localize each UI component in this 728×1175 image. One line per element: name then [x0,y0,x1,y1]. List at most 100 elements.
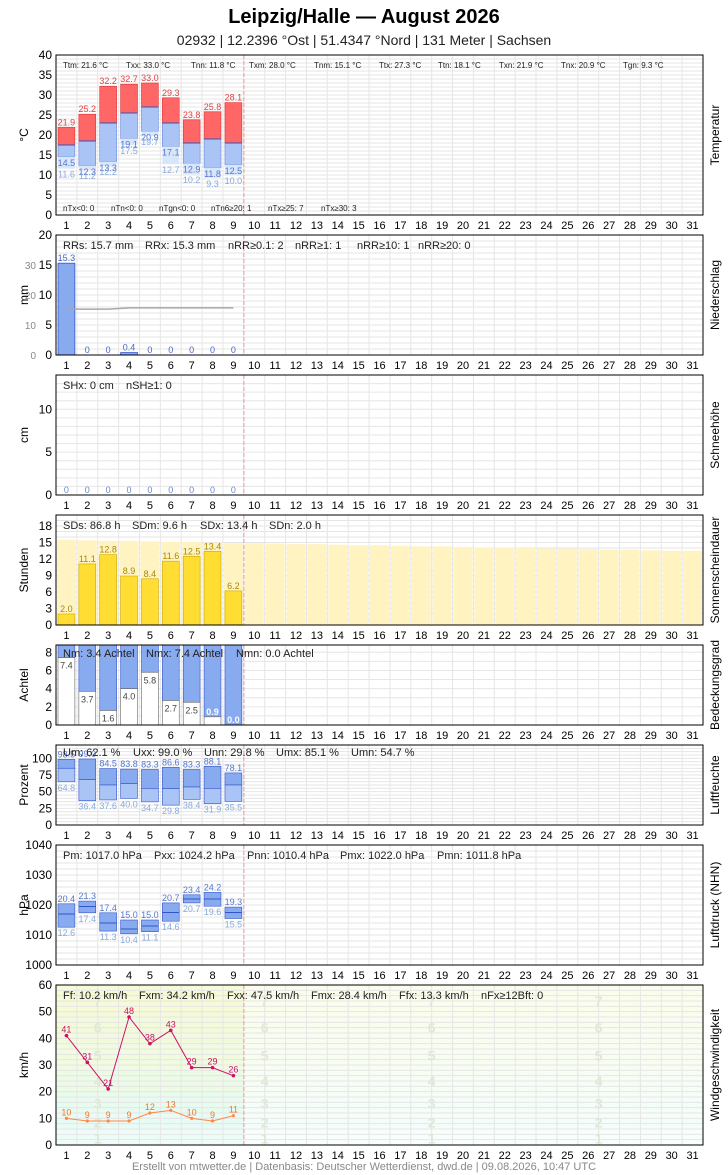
cloud-cover-x-tick-label: 16 [373,730,385,742]
pressure-y-tick-label: 1030 [25,868,52,882]
humidity-x-tick-label: 17 [394,830,406,842]
pressure-stat: Pm: 1017.0 hPa [63,850,143,862]
temperature-bar-ground [120,138,138,145]
wind-speed-mean-point [190,1116,194,1120]
wind-speed-beaufort-label: 6 [428,1020,436,1036]
cloud-cover-data-label: 5.8 [144,675,157,685]
humidity-stat: Umn: 54.7 % [351,747,415,759]
wind-speed-x-tick-label: 2 [84,1150,90,1162]
cloud-cover-y-tick-label: 8 [45,645,52,659]
sunshine-panel: 2.0 11.112.8 8.9 8.4 11.6 12.5 13.4 6.2 SDs: 86.… [17,514,722,642]
temperature-bar-mean [162,122,180,147]
temperature-x-tick-label: 2 [84,220,90,232]
temperature-data-label-ground: 10.2 [183,175,201,185]
sunshine-x-tick-label: 31 [686,630,698,642]
temperature-bar-mean [120,112,138,139]
temperature-data-label-ground: 12.7 [162,165,180,175]
cloud-cover-x-tick-label: 5 [147,730,153,742]
sunshine-potential-bar [662,550,682,625]
temperature-x-tick-label: 3 [105,220,111,232]
snow-depth-x-tick-label: 7 [189,500,195,512]
cloud-cover-stat: Nm: 3.4 Achtel [63,648,135,660]
temperature-data-label-max: 32.7 [120,74,138,84]
sunshine-x-tick-label: 28 [624,630,636,642]
humidity-data-label-max: 84.5 [99,759,117,769]
cloud-cover-x-tick-label: 6 [168,730,174,742]
pressure-data-label-max: 15.0 [141,910,159,920]
snow-depth-y-tick-label: 0 [45,488,52,502]
temperature-stat: Txn: 21.9 °C [499,61,544,70]
wind-speed-x-tick-label: 7 [189,1150,195,1162]
pressure-x-tick-label: 19 [436,970,448,982]
pressure-y-tick-label: 1000 [25,958,52,972]
wind-speed-x-tick-label: 19 [436,1150,448,1162]
snow-depth-data-label: 0 [147,485,152,495]
snow-depth-x-tick-label: 1 [63,500,69,512]
temperature-bar-mean [224,142,243,166]
humidity-x-tick-label: 5 [147,830,153,842]
precipitation-stat: nRR≥10: 1 [357,240,410,252]
temperature-border [55,54,704,216]
precipitation-data-label: 15.3 [58,253,76,263]
precipitation-data-label: 0 [210,345,215,355]
temperature-x-tick-label: 8 [209,220,215,232]
sunshine-potential-bar [683,550,702,625]
pressure-data-label-max: 20.7 [162,893,180,903]
wind-speed-gust-point [106,1087,110,1091]
sunshine-x-tick-label: 4 [126,630,132,642]
pressure-x-tick-label: 21 [478,970,490,982]
pressure-x-tick-label: 23 [519,970,531,982]
precipitation-y-tick-label: 15 [39,258,53,272]
sunshine-bar [57,613,76,626]
cloud-cover-y-tick-label: 4 [45,682,52,696]
humidity-data-label-max: 83.3 [183,759,201,769]
cloud-cover-x-tick-label: 4 [126,730,132,742]
sunshine-panel-title: Sonnenscheindauer [708,517,722,624]
pressure-x-tick-label: 15 [353,970,365,982]
temperature-panel-title: Temperatur [708,105,722,166]
precipitation-x-tick-label: 23 [519,360,531,372]
precipitation-x-tick-label: 25 [561,360,573,372]
wind-speed-beaufort-label: 1 [595,1130,603,1146]
humidity-x-tick-label: 15 [353,830,365,842]
pressure-x-tick-label: 10 [248,970,260,982]
snow-depth-x-tick-label: 29 [645,500,657,512]
humidity-x-tick-label: 8 [209,830,215,842]
temperature-data-label-max: 21.9 [58,117,76,127]
wind-speed-stat: Fxm: 34.2 km/h [139,990,215,1002]
wind-speed-mean-label: 9 [85,1110,90,1120]
wind-speed-beaufort-label: 2 [94,1114,102,1130]
snow-depth-x-tick-label: 17 [394,500,406,512]
wind-speed-mean-label: 9 [127,1110,132,1120]
precipitation-data-label: 0 [106,345,111,355]
precipitation-data-label: 0.4 [123,343,136,353]
humidity-x-tick-label: 12 [290,830,302,842]
temperature-y-tick-label: 30 [39,88,53,102]
wind-speed-beaufort-label: 2 [428,1114,436,1130]
cloud-cover-y-tick-label: 0 [45,718,52,732]
wind-speed-x-tick-label: 1 [63,1150,69,1162]
cloud-cover-x-tick-label: 31 [686,730,698,742]
humidity-data-label-min: 64.8 [58,783,76,793]
snow-depth-x-tick-label: 18 [415,500,427,512]
precipitation-sum-tick-label: 0 [30,351,36,362]
pressure-x-tick-label: 29 [645,970,657,982]
wind-speed-x-tick-label: 25 [561,1150,573,1162]
pressure-data-label-max: 20.4 [58,894,76,904]
humidity-x-tick-label: 13 [311,830,323,842]
wind-speed-beaufort-label: 4 [428,1073,436,1089]
pressure-data-label-min: 19.6 [204,907,222,917]
temperature-data-label-min: 12.5 [225,166,243,176]
temperature-bar-ground [58,157,75,169]
humidity-data-label-max: 78.1 [225,763,243,773]
humidity-data-label-max: 83.3 [141,759,159,769]
wind-speed-mean-label: 10 [187,1107,197,1117]
pressure-x-tick-label: 30 [666,970,678,982]
sunshine-y-tick-label: 6 [45,585,52,599]
sunshine-x-tick-label: 21 [478,630,490,642]
wind-speed-gust-point [148,1041,152,1046]
snow-depth-data-label: 0 [64,485,69,495]
sunshine-potential-bar [599,549,619,625]
cloud-cover-x-tick-label: 7 [189,730,195,742]
cloud-cover-x-tick-label: 9 [230,730,236,742]
